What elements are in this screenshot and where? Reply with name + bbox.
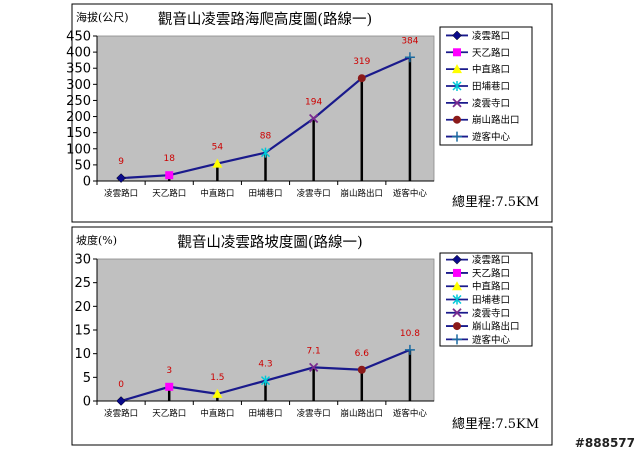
legend-label: 凌雲寺口 [472,307,510,319]
legend-label: 崩山路出口 [472,321,520,333]
legend-marker [452,98,462,108]
x-tick-label: 凌雲路口 [104,408,138,419]
y-tick-label: 25 [74,276,91,291]
x-tick-label: 遊客中心 [393,408,428,419]
x-tick-label: 凌雲路口 [104,188,138,199]
total-distance-label: 總里程:7.5KM [452,416,539,432]
legend-label: 天乙路口 [472,47,510,59]
legend-marker [452,131,462,142]
y-tick-label: 30 [74,253,91,268]
legend-marker [452,294,462,305]
data-label: 18 [163,154,175,164]
data-point [116,173,126,183]
legend-marker [453,48,461,57]
data-point [260,375,271,386]
legend-marker [453,115,461,124]
legend-marker [452,64,462,74]
x-tick-label: 天乙路口 [152,188,186,199]
y-tick-label: 0 [83,175,91,190]
data-point [404,344,415,355]
data-point [309,113,319,124]
data-label: 9 [118,157,124,167]
data-label: 194 [305,97,322,107]
chart-1: 050100150200250300350400450凌雲路口 天乙路口 中直路口田… [66,3,553,223]
x-tick-label: 中直路口 [200,408,234,419]
y-tick-label: 150 [66,126,91,141]
data-label: 88 [260,132,272,142]
chart-title: 觀音山凌雲路坡度圖(路線一) [177,234,362,251]
data-label: 54 [212,143,224,153]
data-label: 1.5 [210,373,224,383]
y-tick-label: 300 [66,78,91,93]
data-point [212,388,223,398]
data-label: 319 [353,57,370,67]
y-tick-label: 20 [74,300,91,315]
legend-marker [452,308,462,318]
legend-label: 田埔巷口 [472,81,510,93]
legend-label: 田埔巷口 [472,294,510,306]
legend-marker [453,322,461,331]
data-point [404,52,415,63]
y-tick-label: 10 [74,347,91,362]
legend-marker [452,30,462,41]
total-distance-label: 總里程:7.5KM [452,194,539,210]
y-tick-label: 100 [66,142,91,157]
legend-label: 崩山路出口 [472,114,520,126]
watermark: #888577 [574,436,635,450]
legend-label: 凌雲路口 [472,254,510,266]
x-tick-label: 田埔巷口 [248,188,282,199]
data-label: 384 [401,36,418,46]
data-label: 10.8 [400,329,420,339]
y-tick-label: 400 [66,46,91,61]
legend-marker [452,334,462,345]
data-label: 4.3 [258,360,272,370]
y-tick-label: 15 [74,324,91,339]
data-point [212,158,223,168]
y-tick-label: 450 [66,30,91,45]
data-point [116,396,126,406]
legend-label: 中直路口 [472,281,510,293]
y-tick-label: 5 [83,371,91,386]
y-tick-label: 50 [74,158,91,173]
x-tick-label: 遊客中心 [393,188,428,199]
x-tick-label: 崩山路出口 [341,408,384,419]
data-point [260,147,271,158]
y-tick-label: 0 [83,395,91,410]
legend-label: 遊客中心 [472,334,511,346]
y-tick-label: 350 [66,62,91,77]
data-point [357,365,366,374]
data-label: 7.1 [306,346,320,356]
data-point [165,382,174,391]
legend-label: 凌雲寺口 [472,97,510,109]
data-point [309,362,319,373]
data-label: 0 [118,380,124,390]
legend-marker [452,254,462,265]
y-tick-label: 200 [66,110,91,125]
data-label: 6.6 [355,349,370,359]
legend-marker [452,81,462,91]
legend-label: 天乙路口 [472,267,510,279]
data-label: 3 [166,366,172,376]
legend-label: 遊客中心 [472,131,511,143]
x-tick-label: 凌雲寺口 [297,188,331,199]
x-tick-label: 凌雲寺口 [297,408,331,419]
y-axis-label: 坡度(%) [76,233,117,247]
x-tick-label: 天乙路口 [152,408,186,419]
x-tick-label: 崩山路出口 [341,188,384,199]
legend-marker [453,268,461,277]
legend-label: 中直路口 [472,64,510,76]
legend-marker [452,281,462,291]
y-axis-label: 海拔(公尺) [76,10,129,24]
chart-title: 觀音山凌雲路海爬高度圖(路線一) [158,11,372,28]
data-point [165,171,174,180]
y-tick-label: 250 [66,94,91,109]
x-tick-label: 中直路口 [200,188,234,199]
x-tick-label: 田埔巷口 [248,408,282,419]
data-point [357,74,366,83]
legend-label: 凌雲路口 [472,30,510,42]
